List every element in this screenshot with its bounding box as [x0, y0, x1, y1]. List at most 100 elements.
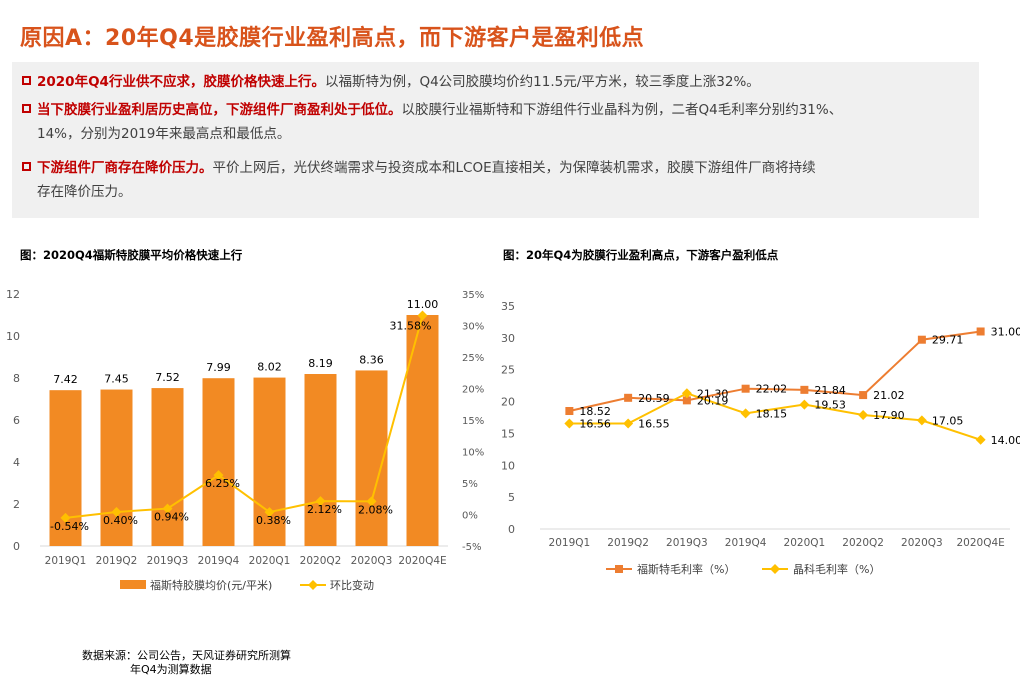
fst-margin-line [569, 330, 981, 412]
legend-marker-line [308, 580, 318, 590]
y-tick-right: 5% [462, 479, 478, 490]
qoq-change-point [162, 503, 173, 514]
jinko-margin-label: 17.05 [932, 414, 964, 427]
y-tick-left: 4 [13, 456, 20, 469]
square-bullet-icon [22, 104, 31, 113]
y-tick: 0 [508, 523, 515, 536]
fst-margin-label: 29.71 [932, 334, 964, 347]
legend-marker-fst [615, 565, 623, 573]
y-tick-right: 25% [462, 353, 484, 364]
bullet-text-continued: 14%，分别为2019年来最高点和最低点。 [37, 126, 291, 142]
y-tick-right: 0% [462, 511, 478, 522]
fst-margin-label: 20.19 [697, 394, 729, 407]
x-tick-label: 2020Q3 [901, 537, 943, 549]
price-bar-label: 7.52 [155, 371, 180, 384]
fst-margin-point [917, 335, 926, 344]
qoq-change-label: 0.38% [256, 514, 291, 527]
x-tick-label: 2019Q1 [549, 537, 591, 549]
x-tick-label: 2020Q2 [842, 537, 884, 549]
qoq-change-point [366, 496, 377, 507]
y-tick-right: 35% [462, 290, 484, 301]
x-tick-label: 2019Q1 [45, 555, 87, 567]
jinko-margin-label: 16.56 [579, 417, 611, 430]
x-tick-label: 2019Q3 [147, 555, 189, 567]
page-title: 原因A：20年Q4是胶膜行业盈利高点，而下游客户是盈利低点 [20, 26, 645, 51]
price-bar [253, 377, 286, 546]
fst-margin-label: 21.84 [814, 384, 846, 397]
jinko-margin-point [916, 415, 927, 426]
y-tick-right: 15% [462, 416, 484, 427]
qoq-change-point [264, 507, 275, 518]
bullet-text-continued: 存在降价压力。 [37, 184, 132, 200]
x-tick-label: 2019Q3 [666, 537, 708, 549]
fst-margin-point [682, 396, 691, 405]
y-tick: 30 [501, 332, 515, 345]
qoq-change-label: 2.12% [307, 503, 342, 516]
jinko-margin-point [799, 399, 810, 410]
qoq-change-point [417, 310, 428, 321]
bullet-text: 以福斯特为例，Q4公司胶膜均价约11.5元/平方米，较三季度上涨32%。 [324, 74, 760, 90]
y-tick: 35 [501, 300, 515, 313]
price-bar-label: 8.02 [257, 361, 282, 374]
x-tick-label: 2020Q3 [351, 555, 393, 567]
fst-margin-label: 18.52 [579, 405, 611, 418]
price-bar [202, 378, 235, 546]
y-tick-left: 6 [13, 414, 20, 427]
price-bar-line-chart: 0 2 4 6 8 10 12 -5% 0% 5% 10% 15% 20% 25% 30% 35% 7.42 7.… [6, 288, 484, 592]
price-bar [406, 315, 439, 546]
y-tick: 5 [508, 491, 515, 504]
y-tick-left: 2 [13, 498, 20, 511]
y-tick-left: 10 [6, 330, 20, 343]
jinko-margin-point [623, 418, 634, 429]
fst-margin-point [624, 393, 633, 402]
y-tick-right: -5% [462, 542, 481, 553]
jinko-margin-line [569, 392, 981, 441]
fst-margin-label: 22.02 [756, 383, 788, 396]
jinko-margin-point [740, 408, 751, 419]
x-tick-label: 2019Q4 [198, 555, 240, 567]
source-note-2: 年Q4为测算数据 [130, 663, 212, 676]
fst-margin-point [859, 391, 868, 400]
y-tick-right: 10% [462, 448, 484, 459]
jinko-margin-point [681, 388, 692, 399]
jinko-margin-label: 21.30 [697, 387, 729, 400]
source-note: 数据来源：公司公告，天风证券研究所测算 [82, 649, 291, 662]
price-bar-label: 7.42 [53, 373, 78, 386]
bullet-highlight: 2020年Q4行业供不应求，胶膜价格快速上行。 [37, 74, 325, 90]
legend-label-fst: 福斯特毛利率（%） [637, 562, 735, 576]
y-tick-left: 8 [13, 372, 20, 385]
jinko-margin-point [564, 418, 575, 429]
qoq-change-point [60, 512, 71, 523]
legend-label-line: 环比变动 [330, 578, 374, 592]
price-bar-label: 7.45 [104, 373, 129, 386]
y-tick-left: 12 [6, 288, 20, 301]
price-bar-label: 8.36 [359, 353, 384, 366]
summary-box: 2020年Q4行业供不应求，胶膜价格快速上行。以福斯特为例，Q4公司胶膜均价约1… [12, 62, 979, 218]
x-tick-label: 2020Q4E [398, 555, 446, 567]
x-tick-label: 2019Q2 [607, 537, 649, 549]
y-tick-right: 20% [462, 385, 484, 396]
qoq-change-label: 31.58% [390, 320, 432, 333]
jinko-margin-point [858, 409, 869, 420]
fst-margin-point [741, 384, 750, 393]
summary-bullet-3: 下游组件厂商存在降价压力。平价上网后，光伏终端需求与投资成本和LCOE直接相关，… [22, 156, 972, 204]
legend-swatch-bar [120, 580, 146, 589]
y-tick: 25 [501, 364, 515, 377]
x-tick-label: 2020Q2 [300, 555, 342, 567]
x-tick-label: 2019Q4 [725, 537, 767, 549]
bullet-highlight: 下游组件厂商存在降价压力。 [37, 160, 213, 176]
price-bar [304, 374, 337, 546]
bullet-text: 以胶膜行业福斯特和下游组件行业晶科为例，二者Q4毛利率分别约31%、 [401, 102, 843, 118]
jinko-margin-label: 18.15 [756, 407, 788, 420]
qoq-change-point [111, 506, 122, 517]
fst-margin-point [976, 327, 985, 336]
fst-margin-point [565, 407, 574, 416]
x-tick-label: 2020Q1 [249, 555, 291, 567]
summary-bullet-1: 2020年Q4行业供不应求，胶膜价格快速上行。以福斯特为例，Q4公司胶膜均价约1… [22, 70, 972, 94]
bullet-text: 平价上网后，光伏终端需求与投资成本和LCOE直接相关，为保障装机需求，胶膜下游组… [212, 160, 816, 176]
qoq-change-label: 0.94% [154, 511, 189, 524]
y-tick-left: 0 [13, 540, 20, 553]
x-tick-label: 2020Q1 [784, 537, 826, 549]
square-bullet-icon [22, 76, 31, 85]
qoq-change-point [315, 496, 326, 507]
